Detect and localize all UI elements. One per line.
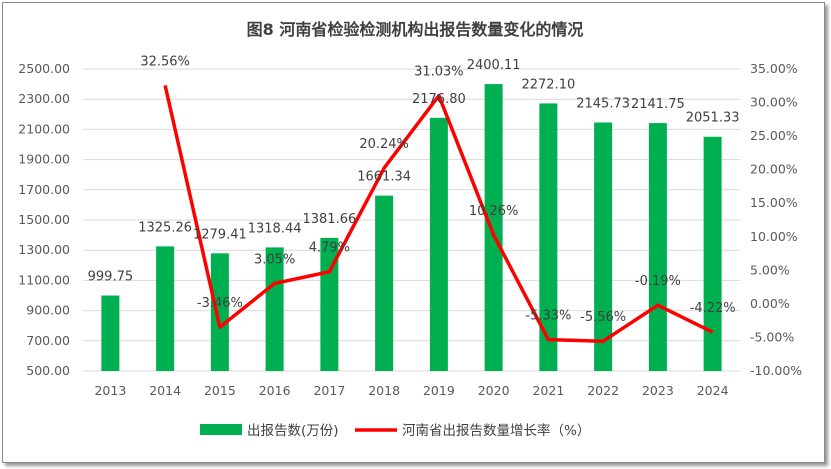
bar-2020 xyxy=(484,84,503,372)
right-axis-tick-label: -5.00% xyxy=(750,329,794,344)
x-axis-tick-label: 2021 xyxy=(532,383,564,398)
left-axis-tick-label: 1100.00 xyxy=(18,272,70,287)
legend-bar-swatch xyxy=(200,424,242,435)
line-data-label: 10.26% xyxy=(469,204,519,219)
left-axis-tick-label: 2100.00 xyxy=(18,121,70,136)
line-data-label: -4.22% xyxy=(690,301,736,316)
chart-frame xyxy=(2,2,825,463)
line-data-label: -0.19% xyxy=(635,274,681,289)
x-axis-tick-label: 2024 xyxy=(697,383,729,398)
left-axis-tick-label: 2300.00 xyxy=(18,91,70,106)
bar-data-label: 2272.10 xyxy=(521,77,575,92)
x-axis-tick-label: 2015 xyxy=(204,383,236,398)
x-axis-tick-label: 2013 xyxy=(94,383,126,398)
right-axis-tick-label: 25.00% xyxy=(750,128,798,143)
line-data-label: -5.33% xyxy=(525,309,571,324)
right-axis-tick-label: 35.00% xyxy=(750,61,798,76)
bar-data-label: 2176.80 xyxy=(412,92,466,107)
left-axis-tick-label: 700.00 xyxy=(26,333,70,348)
legend: 出报告数(万份) 河南省出报告数量增长率（%） xyxy=(200,422,590,439)
left-axis-tick-label: 2500.00 xyxy=(18,61,70,76)
left-axis-tick-label: 1500.00 xyxy=(18,212,70,227)
left-axis-tick-label: 500.00 xyxy=(26,363,70,378)
left-axis-tick-label: 900.00 xyxy=(26,303,70,318)
line-data-label: -5.56% xyxy=(580,310,626,325)
bar-2018 xyxy=(375,195,394,371)
line-data-label: 20.24% xyxy=(359,137,409,152)
bar-2016 xyxy=(265,247,284,371)
left-axis-tick-label: 1900.00 xyxy=(18,152,70,167)
bar-2014 xyxy=(156,246,175,371)
bar-2024 xyxy=(703,136,722,371)
bar-2021 xyxy=(539,103,558,371)
right-axis-tick-label: 30.00% xyxy=(750,95,798,110)
line-data-label: -3.46% xyxy=(197,296,243,311)
left-axis-tick-label: 1700.00 xyxy=(18,182,70,197)
bar-2022 xyxy=(594,122,613,371)
x-axis-tick-label: 2016 xyxy=(259,383,291,398)
line-data-label: 32.56% xyxy=(140,54,190,69)
bar-data-label: 1279.41 xyxy=(193,227,247,242)
right-axis-tick-label: 15.00% xyxy=(750,195,798,210)
x-axis-tick-label: 2019 xyxy=(423,383,455,398)
right-axis-tick-label: -10.00% xyxy=(750,363,802,378)
x-axis-tick-label: 2017 xyxy=(313,383,345,398)
bar-data-label: 2051.33 xyxy=(686,111,740,126)
bar-data-label: 1661.34 xyxy=(357,170,411,185)
legend-line-label: 河南省出报告数量增长率（%） xyxy=(402,422,590,439)
bar-data-label: 2145.73 xyxy=(576,96,630,111)
x-axis-tick-label: 2020 xyxy=(478,383,510,398)
legend-bar-label: 出报告数(万份) xyxy=(247,423,339,439)
bar-data-label: 1318.44 xyxy=(248,221,302,236)
right-axis-tick-label: 0.00% xyxy=(750,296,790,311)
left-axis-tick-label: 1300.00 xyxy=(18,242,70,257)
right-axis-tick-label: 5.00% xyxy=(750,262,790,277)
bar-data-label: 1325.26 xyxy=(138,220,192,235)
x-axis-tick-label: 2014 xyxy=(149,383,181,398)
line-data-label: 3.05% xyxy=(254,252,295,267)
growth-rate-line xyxy=(163,84,714,343)
bar-2013 xyxy=(101,295,120,371)
bar-2015 xyxy=(210,253,229,371)
bar-2019 xyxy=(429,117,448,372)
bar-data-label: 999.75 xyxy=(88,270,134,285)
line-data-label: 4.79% xyxy=(309,241,350,256)
right-axis-tick-label: 20.00% xyxy=(750,162,798,177)
line-data-label: 31.03% xyxy=(414,65,464,80)
bar-2023 xyxy=(648,123,667,371)
chart-title: 图8 河南省检验检测机构出报告数量变化的情况 xyxy=(247,20,584,39)
bar-data-label: 2400.11 xyxy=(467,58,521,73)
right-axis-tick-label: 10.00% xyxy=(750,229,798,244)
x-axis-tick-label: 2023 xyxy=(642,383,674,398)
x-axis-tick-label: 2022 xyxy=(587,383,619,398)
bar-data-label: 1381.66 xyxy=(302,212,356,227)
x-axis-tick-label: 2018 xyxy=(368,383,400,398)
bar-data-label: 2141.75 xyxy=(631,97,685,112)
